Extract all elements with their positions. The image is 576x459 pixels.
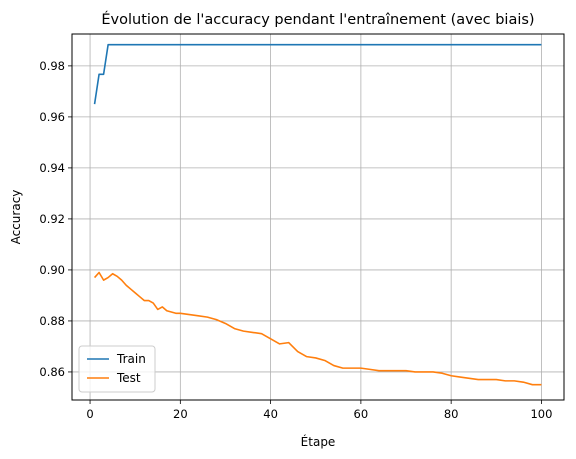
y-tick-label: 0.92 [39,212,65,226]
series-line-train [93,43,542,105]
legend: Train Test [78,345,156,393]
x-tick-label: 100 [530,407,552,421]
y-tick-label: 0.86 [39,365,65,379]
x-tick-label: 80 [444,407,459,421]
y-axis-label: Accuracy [9,190,23,245]
series-line-test [93,271,542,386]
x-tick-label: 20 [173,407,188,421]
y-axis: 0.86 0.88 0.90 0.92 0.94 0.96 0.98 [39,59,72,379]
y-tick-label: 0.90 [39,263,65,277]
x-axis: 0 20 40 60 80 100 [86,400,552,421]
y-tick-label: 0.88 [39,314,65,328]
x-axis-label: Étape [301,434,336,449]
chart-title: Évolution de l'accuracy pendant l'entraî… [101,11,534,28]
legend-label: Train [116,352,146,366]
x-tick-label: 0 [86,407,93,421]
legend-box [78,345,156,393]
grid [72,34,564,400]
x-tick-label: 40 [263,407,278,421]
y-tick-label: 0.96 [39,110,65,124]
series-layer [93,43,542,386]
y-tick-label: 0.94 [39,161,65,175]
y-tick-label: 0.98 [39,59,65,73]
plot-frame [71,33,565,401]
legend-label: Test [116,371,141,385]
x-tick-label: 60 [354,407,369,421]
